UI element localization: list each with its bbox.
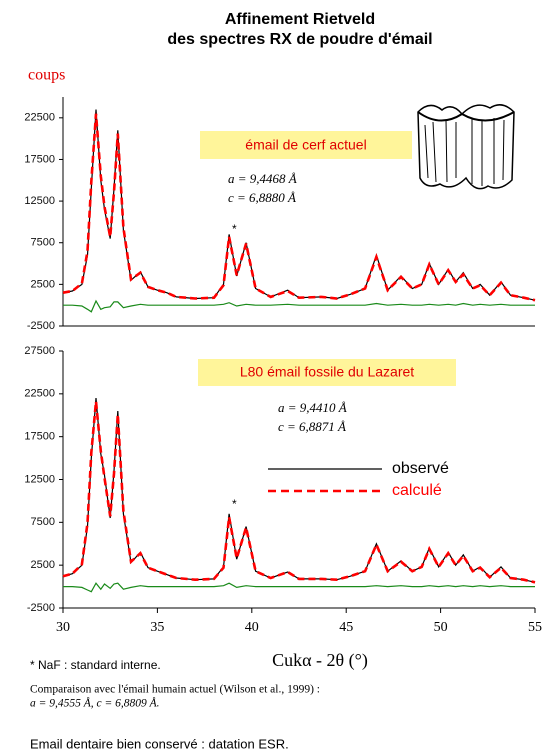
y-tick-label: 2500 xyxy=(31,278,55,290)
y-tick-label: -2500 xyxy=(27,320,55,332)
y-tick-label: 22500 xyxy=(24,388,55,400)
x-tick-label: 30 xyxy=(56,620,70,635)
x-tick-label: 40 xyxy=(245,620,259,635)
data-line xyxy=(63,582,535,593)
y-tick-label: 27500 xyxy=(24,345,55,357)
y-tick-label: 17500 xyxy=(24,431,55,443)
annotation: a = 9,4410 Å xyxy=(278,400,347,415)
annotation: L80 émail fossile du Lazaret xyxy=(240,364,414,380)
data-line xyxy=(62,113,536,302)
y-tick-label: 12500 xyxy=(24,473,55,485)
data-line xyxy=(63,299,535,313)
y-tick-label: 2500 xyxy=(31,559,55,571)
x-label: Cukα - 2θ (°) xyxy=(272,650,368,671)
y-tick-label: 7500 xyxy=(31,516,55,528)
x-tick-label: 45 xyxy=(339,620,353,635)
note: * NaF : standard interne. xyxy=(30,658,161,672)
legend-label: observé xyxy=(392,460,449,477)
y-tick-label: 12500 xyxy=(24,195,55,207)
label-box xyxy=(200,131,412,159)
annotation: * xyxy=(232,222,237,236)
title: Affinement Rietveld xyxy=(225,11,375,28)
y-tick-label: 7500 xyxy=(31,237,55,249)
note: Comparaison avec l'émail humain actuel (… xyxy=(30,684,320,696)
y-tick-label: 22500 xyxy=(24,112,55,124)
title: des spectres RX de poudre d'émail xyxy=(167,31,432,48)
note: Email dentaire bien conservé : datation … xyxy=(30,736,289,751)
annotation: c = 6,8880 Å xyxy=(228,190,296,205)
y-label: coups xyxy=(28,67,65,84)
annotation: c = 6,8871 Å xyxy=(278,419,346,434)
annotation: * xyxy=(232,497,237,511)
label-box xyxy=(198,359,456,386)
data-line xyxy=(62,401,536,584)
x-tick-label: 55 xyxy=(528,620,542,635)
annotation: émail de cerf actuel xyxy=(245,137,366,153)
y-tick-label: 17500 xyxy=(24,153,55,165)
y-tick-label: -2500 xyxy=(27,602,55,614)
x-tick-label: 50 xyxy=(434,620,448,635)
data-line xyxy=(62,398,536,583)
annotation: a = 9,4468 Å xyxy=(228,171,297,186)
tooth-illustration xyxy=(417,104,515,190)
note: a = 9,4555 Å, c = 6,8809 Å. xyxy=(30,696,160,710)
legend-label: calculé xyxy=(392,482,442,499)
x-tick-label: 35 xyxy=(150,620,164,635)
